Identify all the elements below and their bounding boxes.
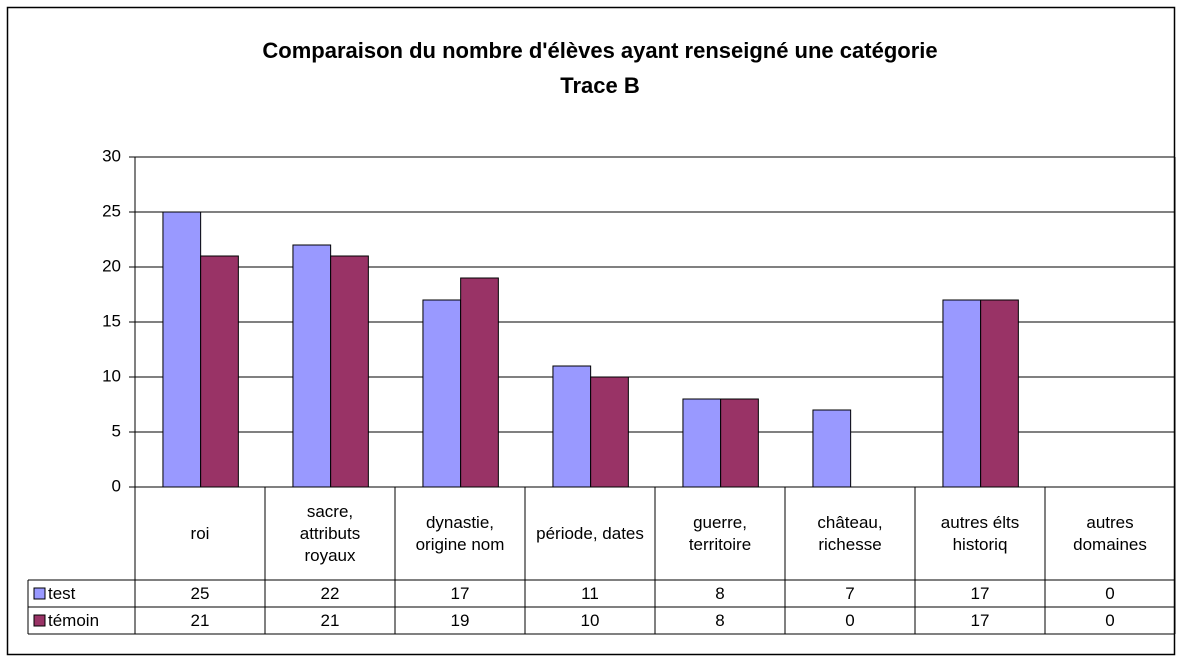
table-value: 0 <box>1105 610 1115 630</box>
legend-key <box>33 587 46 600</box>
bar <box>552 365 592 488</box>
chart-subtitle: Trace B <box>560 73 640 98</box>
table-value: 17 <box>450 583 470 603</box>
table-value: 25 <box>190 583 210 603</box>
bar <box>942 299 982 488</box>
bar <box>812 409 852 488</box>
legend-label: test <box>48 583 76 603</box>
table-value: 7 <box>845 583 855 603</box>
table-value: 8 <box>715 583 725 603</box>
y-tick-label: 20 <box>102 256 121 275</box>
legend-key <box>33 614 46 627</box>
x-tick-label: guerre, territoire <box>688 512 752 554</box>
bar <box>292 244 332 488</box>
table-value: 0 <box>1105 583 1115 603</box>
x-tick-label: autres élts historiq <box>940 512 1020 554</box>
y-tick-label: 5 <box>112 421 121 440</box>
table-value: 21 <box>190 610 210 630</box>
table-value: 11 <box>581 583 599 603</box>
chart-title: Comparaison du nombre d'élèves ayant ren… <box>262 38 937 63</box>
x-tick-label: dynastie, origine nom <box>415 512 505 554</box>
bar <box>162 211 202 488</box>
y-tick-label: 30 <box>102 146 121 165</box>
table-value: 10 <box>580 610 600 630</box>
table-value: 8 <box>715 610 725 630</box>
y-tick-label: 15 <box>102 311 121 330</box>
bar <box>200 255 239 488</box>
table-value: 22 <box>320 583 340 603</box>
x-tick-label: autres domaines <box>1073 512 1147 554</box>
y-tick-label: 10 <box>102 366 121 385</box>
table-value: 17 <box>970 583 990 603</box>
x-tick-label: période, dates <box>536 523 644 543</box>
bar <box>460 277 499 488</box>
table-value: 21 <box>320 610 340 630</box>
x-tick-label: roi <box>190 523 210 543</box>
table-value: 17 <box>970 610 990 630</box>
bar <box>590 376 629 488</box>
bar <box>980 299 1019 488</box>
legend-label: témoin <box>48 610 100 630</box>
y-tick-label: 0 <box>112 476 121 495</box>
bar <box>682 398 722 488</box>
y-tick-label: 25 <box>102 201 121 220</box>
table-value: 19 <box>450 610 470 630</box>
x-tick-label: sacre, attributs royaux <box>299 501 361 565</box>
x-tick-label: château, richesse <box>817 512 883 554</box>
bar <box>720 398 759 488</box>
bar <box>330 255 369 488</box>
table-value: 0 <box>845 610 855 630</box>
bar <box>422 299 462 488</box>
